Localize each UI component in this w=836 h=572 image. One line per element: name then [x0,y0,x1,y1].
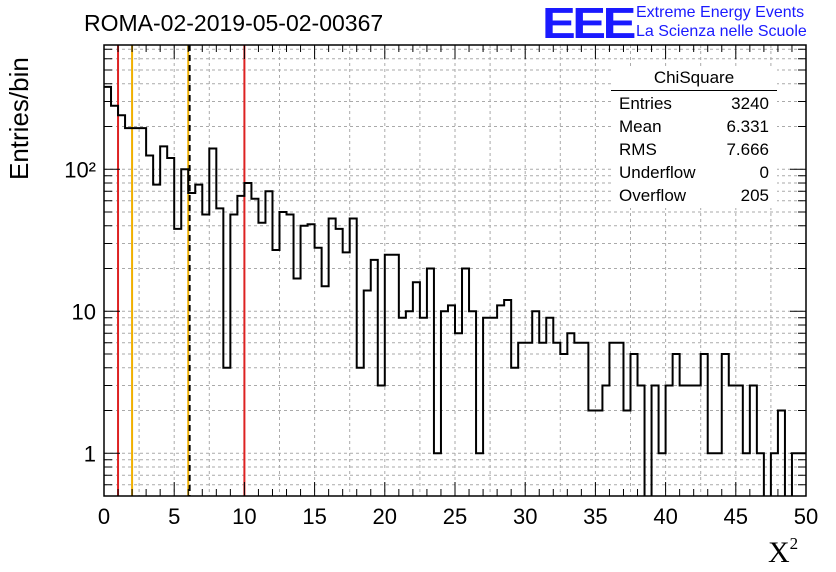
logo-line-2: La Scienza nelle Scuole [636,23,807,40]
stat-value: 0 [759,163,769,182]
stat-value: 205 [740,186,769,205]
x-tick-label: 5 [168,504,180,529]
y-tick-label: 10 [72,299,96,324]
x-tick-label: 45 [724,504,748,529]
stat-label: Entries [619,94,672,113]
y-tick-label: 1 [84,441,96,466]
stat-label: Mean [619,117,662,136]
stat-row-underflow: Underflow 0 [619,163,769,183]
stat-row-rms: RMS 7.666 [619,140,769,160]
x-tick-label: 25 [443,504,467,529]
stat-value: 6.331 [726,117,769,136]
x-tick-label: 50 [794,504,818,529]
x-tick-label: 0 [98,504,110,529]
stats-title: ChiSquare [653,68,735,87]
x-tick-label: 10 [232,504,256,529]
chart-title: ROMA-02-2019-05-02-00367 [84,10,384,36]
stat-row-entries: Entries 3240 [619,94,769,114]
stat-value: 3240 [731,94,769,113]
stat-label: RMS [619,140,657,159]
stats-divider [611,90,777,91]
histogram-bins [104,85,806,496]
x-tick-label: 35 [583,504,607,529]
logo-line-1: Extreme Energy Events [636,4,805,21]
stat-row-overflow: Overflow 205 [619,186,769,206]
y-tick-label: 10² [64,157,96,182]
x-tick-label: 40 [653,504,677,529]
stat-row-mean: Mean 6.331 [619,117,769,137]
eee-logo: EEE [542,0,636,48]
x-axis-label: X2 [768,534,799,569]
stat-label: Overflow [619,186,687,205]
x-tick-label: 15 [302,504,326,529]
y-axis-label: Entries/bin [4,57,34,180]
stat-value: 7.666 [726,140,769,159]
stats-box: ChiSquare Entries 3240 Mean 6.331 RMS 7.… [611,66,777,208]
x-tick-label: 20 [373,504,397,529]
stat-label: Underflow [619,163,696,182]
x-tick-label: 30 [513,504,537,529]
